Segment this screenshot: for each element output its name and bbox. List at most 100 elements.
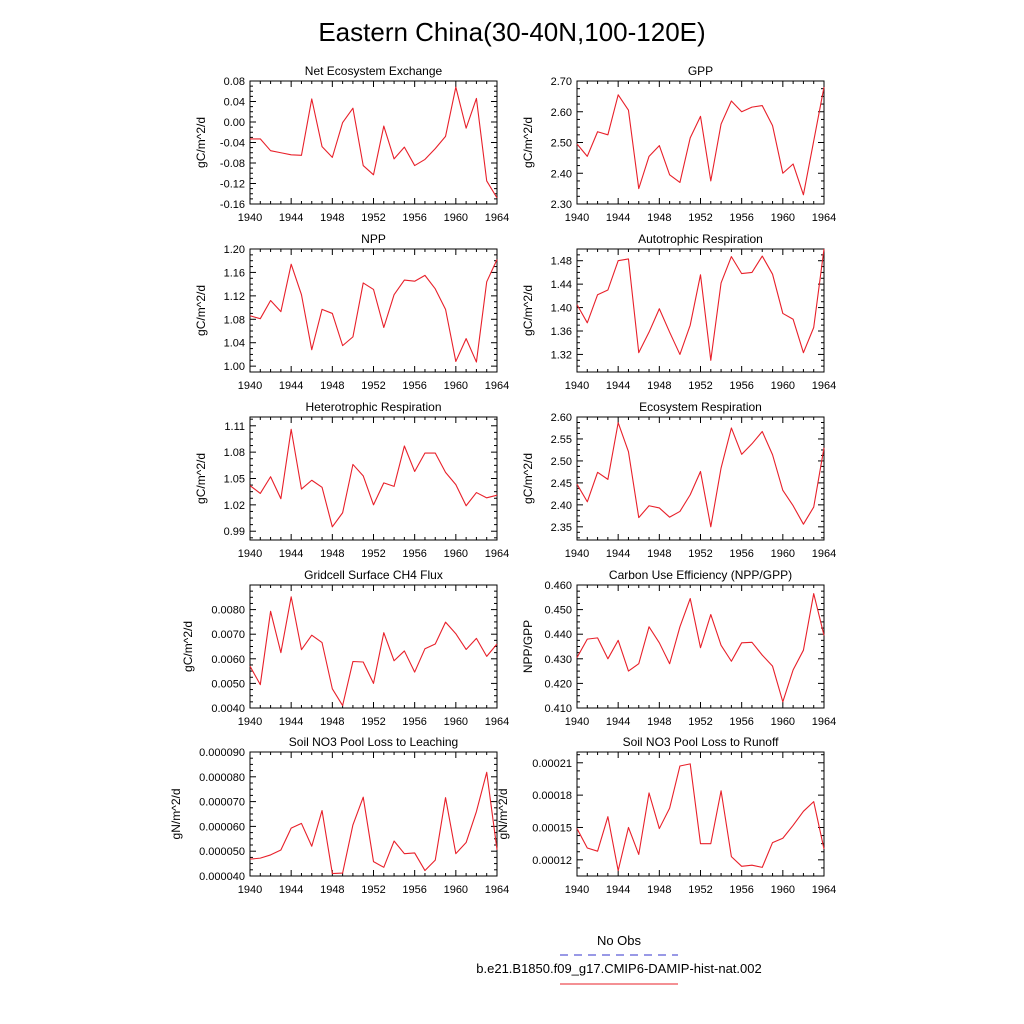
series-line-1: [249, 596, 498, 707]
x-tick-label: 1964: [812, 716, 836, 728]
y-tick-label: 2.50: [551, 456, 572, 468]
x-tick-label: 1956: [402, 380, 426, 392]
series-line-1: [576, 593, 825, 703]
x-tick-label: 1944: [279, 212, 303, 224]
y-tick-label: 0.0050: [211, 678, 245, 690]
y-tick-label: 0.440: [544, 629, 572, 641]
x-tick-label: 1948: [647, 380, 671, 392]
x-tick-label: 1952: [688, 212, 712, 224]
x-tick-label: 1964: [812, 380, 836, 392]
y-tick-label: -0.12: [220, 179, 245, 191]
y-axis-label: gC/m^2/d: [181, 621, 195, 672]
x-tick-label: 1948: [647, 716, 671, 728]
y-axis-label: NPP/GPP: [521, 620, 535, 673]
x-tick-label: 1940: [238, 212, 262, 224]
x-tick-label: 1960: [444, 212, 468, 224]
x-tick-label: 1948: [647, 212, 671, 224]
y-tick-label: 0.000040: [199, 871, 245, 883]
series-line-1: [576, 87, 825, 196]
y-tick-label: 1.32: [551, 349, 572, 361]
x-tick-label: 1944: [279, 884, 303, 896]
y-tick-label: 0.000080: [199, 772, 245, 784]
y-tick-label: 2.50: [551, 138, 572, 150]
x-tick-label: 1952: [361, 548, 385, 560]
x-tick-label: 1960: [771, 380, 795, 392]
y-tick-label: 0.410: [544, 703, 572, 715]
y-tick-label: 1.20: [224, 244, 245, 256]
y-axis-label: gN/m^2/d: [496, 789, 510, 840]
y-tick-label: 2.45: [551, 478, 572, 490]
chart-panel-8: Carbon Use Efficiency (NPP/GPP) 1940 1944 1…: [521, 568, 836, 728]
chart-panel-2: GPP 1940 1944 1948 1952 1956 1960 1964 2.30 2.40 2…: [521, 64, 836, 224]
plot-frame: [576, 751, 825, 877]
x-tick-label: 1944: [279, 380, 303, 392]
x-tick-label: 1940: [238, 548, 262, 560]
y-tick-label: 0.00012: [532, 855, 572, 867]
y-tick-label: 0.420: [544, 678, 572, 690]
x-tick-label: 1956: [729, 380, 753, 392]
x-tick-label: 1952: [688, 716, 712, 728]
x-tick-label: 1940: [238, 380, 262, 392]
legend-label-model: b.e21.B1850.f09_g17.CMIP6-DAMIP-hist-nat…: [476, 961, 761, 976]
panel-title: Ecosystem Respiration: [639, 400, 762, 414]
x-tick-label: 1960: [771, 716, 795, 728]
y-axis-label: gC/m^2/d: [194, 453, 208, 504]
chart-panel-3: NPP 1940 1944 1948 1952 1956 1960 1964 1.00 1.04 1…: [194, 232, 509, 392]
x-tick-label: 1948: [320, 716, 344, 728]
plot-frame: [249, 80, 498, 205]
y-tick-label: 0.99: [224, 526, 245, 538]
y-tick-label: 1.40: [551, 303, 572, 315]
y-tick-label: 0.000060: [199, 821, 245, 833]
chart-panel-5: Heterotrophic Respiration 1940 1944 1948 195…: [194, 400, 509, 560]
x-tick-label: 1960: [444, 884, 468, 896]
y-tick-label: 1.12: [224, 291, 245, 303]
x-tick-label: 1956: [402, 212, 426, 224]
x-tick-label: 1940: [565, 548, 589, 560]
x-tick-label: 1952: [361, 212, 385, 224]
chart-panel-4: Autotrophic Respiration 1940 1944 1948 1952 1…: [521, 232, 836, 392]
x-tick-label: 1944: [606, 884, 630, 896]
y-tick-label: 0.000050: [199, 846, 245, 858]
series-line-1: [576, 248, 825, 361]
chart-panel-9: Soil NO3 Pool Loss to Leaching 1940 1944 19…: [169, 735, 509, 896]
x-tick-label: 1956: [402, 548, 426, 560]
x-tick-label: 1956: [402, 716, 426, 728]
y-tick-label: 0.000070: [199, 797, 245, 809]
x-tick-label: 1956: [402, 884, 426, 896]
x-tick-label: 1956: [729, 212, 753, 224]
x-tick-label: 1964: [485, 884, 509, 896]
plot-frame: [576, 80, 825, 205]
y-tick-label: -0.04: [220, 138, 245, 150]
y-axis-label: gC/m^2/d: [194, 117, 208, 168]
y-tick-label: 1.36: [551, 326, 572, 338]
x-tick-label: 1944: [279, 548, 303, 560]
y-tick-label: 0.0040: [211, 703, 245, 715]
panel-title: Soil NO3 Pool Loss to Leaching: [289, 735, 458, 749]
y-tick-label: 0.430: [544, 654, 572, 666]
y-tick-label: 1.16: [224, 267, 245, 279]
y-tick-label: 0.0080: [211, 605, 245, 617]
y-tick-label: 0.000090: [199, 747, 245, 759]
chart-panel-1: Net Ecosystem Exchange 1940 1944 1948 1952 19…: [194, 64, 509, 224]
x-tick-label: 1944: [606, 380, 630, 392]
x-tick-label: 1940: [565, 212, 589, 224]
x-tick-label: 1952: [361, 380, 385, 392]
x-tick-label: 1952: [361, 884, 385, 896]
x-tick-label: 1960: [771, 548, 795, 560]
panel-title: Gridcell Surface CH4 Flux: [304, 568, 443, 582]
x-tick-label: 1952: [361, 716, 385, 728]
plot-frame: [249, 584, 498, 709]
x-tick-label: 1956: [729, 716, 753, 728]
x-tick-label: 1960: [444, 380, 468, 392]
y-tick-label: 2.70: [551, 76, 572, 88]
x-tick-label: 1948: [647, 884, 671, 896]
x-tick-label: 1944: [606, 716, 630, 728]
y-axis-label: gC/m^2/d: [521, 453, 535, 504]
figure-title: Eastern China(30-40N,100-120E): [318, 17, 705, 47]
y-tick-label: 2.35: [551, 522, 572, 534]
x-tick-label: 1944: [606, 212, 630, 224]
panel-title: Heterotrophic Respiration: [305, 400, 441, 414]
series-line-1: [250, 86, 498, 199]
x-tick-label: 1964: [812, 212, 836, 224]
legend-label-obs: No Obs: [597, 933, 642, 948]
